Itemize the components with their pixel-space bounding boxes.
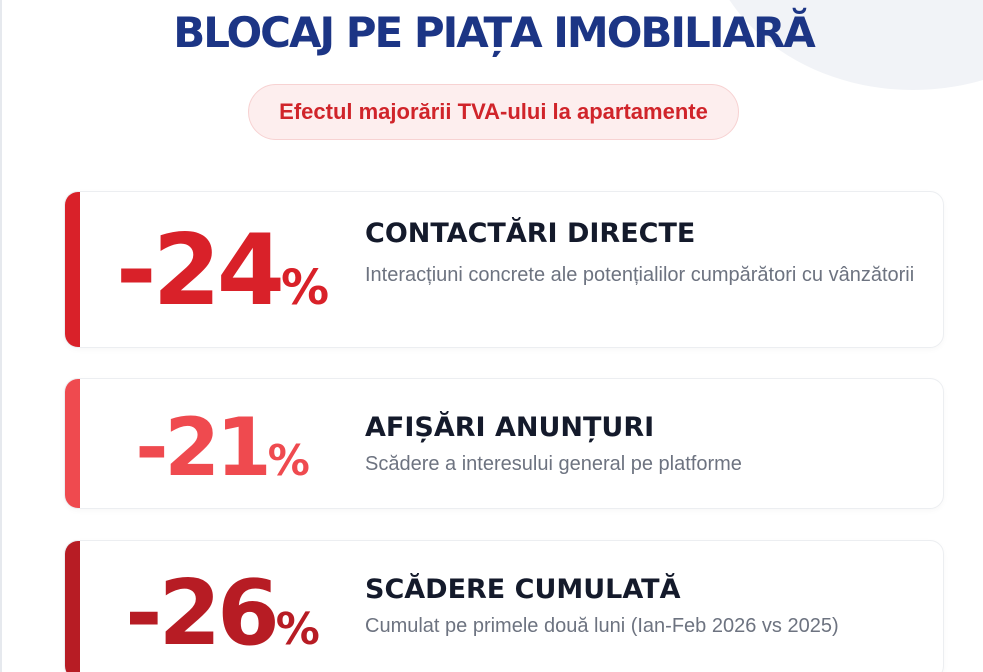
stat-card-listings: -21% AFIȘĂRI ANUNȚURI Scădere a interesu… (64, 378, 944, 509)
stat-unit: % (267, 436, 310, 485)
stat-number: -24 (115, 214, 285, 328)
stat-description: Interacțiuni concrete ale potențialilor … (365, 264, 915, 286)
page-title: BLOCAJ PE PIAȚA IMOBILIARĂ (173, 8, 816, 57)
accent-bar (65, 379, 80, 508)
stat-heading: AFIȘĂRI ANUNȚURI (365, 412, 655, 443)
subtitle-container: Efectul majorării TVA-ului la apartament… (2, 84, 983, 140)
accent-bar (65, 192, 80, 347)
stat-value: -24% (80, 214, 365, 328)
stat-number: -26 (125, 561, 280, 666)
stat-heading: CONTACTĂRI DIRECTE (365, 218, 696, 249)
stat-description: Scădere a interesului general pe platfor… (365, 453, 742, 475)
stat-value: -26% (80, 561, 365, 666)
stat-description: Cumulat pe primele două luni (Ian-Feb 20… (365, 615, 839, 637)
stat-card-cumulative: -26% SCĂDERE CUMULATĂ Cumulat pe primele… (64, 540, 944, 672)
stat-heading: SCĂDERE CUMULATĂ (365, 574, 681, 605)
subtitle-pill: Efectul majorării TVA-ului la apartament… (248, 84, 739, 140)
stat-card-contacts: -24% CONTACTĂRI DIRECTE Interacțiuni con… (64, 191, 944, 348)
accent-bar (65, 541, 80, 672)
stat-value: -21% (80, 401, 365, 494)
stat-number: -21 (135, 401, 272, 494)
stat-unit: % (280, 260, 330, 316)
stat-unit: % (275, 604, 320, 655)
